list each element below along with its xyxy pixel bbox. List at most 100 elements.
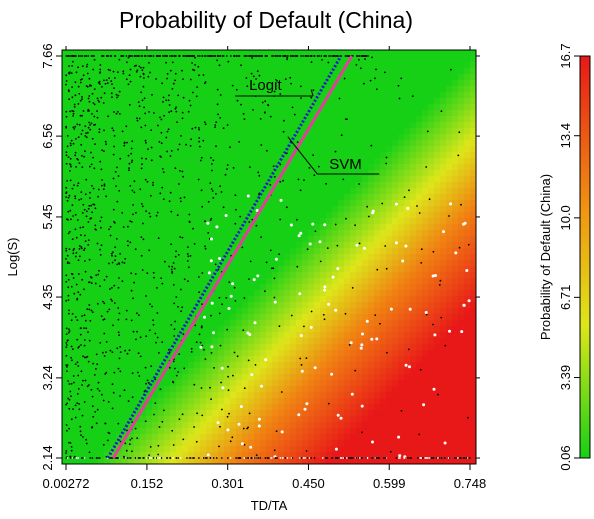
- heatmap-cell: [98, 188, 105, 195]
- heatmap-cell: [146, 302, 153, 309]
- heatmap-cell: [110, 224, 117, 231]
- heatmap-cell: [326, 404, 333, 411]
- heatmap-cell: [272, 290, 279, 297]
- heatmap-cell: [380, 74, 387, 81]
- heatmap-cell: [452, 158, 459, 165]
- heatmap-cell: [446, 218, 453, 225]
- heatmap-cell: [254, 314, 261, 321]
- heatmap-cell: [338, 182, 345, 189]
- heatmap-cell: [464, 224, 471, 231]
- heatmap-cell: [290, 212, 297, 219]
- heatmap-cell: [62, 266, 69, 273]
- heatmap-cell: [212, 380, 219, 387]
- heatmap-cell: [356, 116, 363, 123]
- heatmap-cell: [116, 164, 123, 171]
- data-point: [73, 103, 76, 106]
- heatmap-cell: [344, 374, 351, 381]
- heatmap-cell: [152, 458, 159, 464]
- heatmap-cell: [98, 422, 105, 429]
- heatmap-cell: [296, 254, 303, 261]
- heatmap-cell: [140, 284, 147, 291]
- heatmap-cell: [128, 278, 135, 285]
- heatmap-cell: [470, 68, 476, 75]
- heatmap-cell: [446, 134, 453, 141]
- heatmap-cell: [338, 392, 345, 399]
- heatmap-cell: [62, 332, 69, 339]
- heatmap-cell: [68, 92, 75, 99]
- heatmap-cell: [284, 428, 291, 435]
- heatmap-cell: [260, 446, 267, 453]
- heatmap-cell: [410, 206, 417, 213]
- heatmap-cell: [398, 128, 405, 135]
- heatmap-cell: [392, 146, 399, 153]
- heatmap-cell: [434, 398, 441, 405]
- heatmap-cell: [404, 356, 411, 363]
- heatmap-cell: [254, 98, 261, 105]
- heatmap-cell: [428, 254, 435, 261]
- heatmap-cell: [146, 236, 153, 243]
- heatmap-cell: [194, 452, 201, 459]
- heatmap-cell: [134, 452, 141, 459]
- heatmap-cell: [368, 290, 375, 297]
- heatmap-cell: [392, 212, 399, 219]
- heatmap-cell: [92, 194, 99, 201]
- heatmap-cell: [350, 218, 357, 225]
- heatmap-cell: [320, 212, 327, 219]
- heatmap-cell: [62, 116, 69, 123]
- heatmap-cell: [218, 314, 225, 321]
- heatmap-cell: [470, 242, 476, 249]
- heatmap-cell: [104, 350, 111, 357]
- heatmap-cell: [392, 56, 399, 63]
- heatmap-cell: [458, 242, 465, 249]
- heatmap-cell: [428, 152, 435, 159]
- heatmap-cell: [74, 338, 81, 345]
- heatmap-cell: [392, 386, 399, 393]
- heatmap-cell: [320, 182, 327, 189]
- heatmap-cell: [320, 386, 327, 393]
- heatmap-cell: [302, 170, 309, 177]
- heatmap-cell: [212, 308, 219, 315]
- heatmap-cell: [62, 278, 69, 285]
- heatmap-cell: [104, 296, 111, 303]
- heatmap-cell: [284, 326, 291, 333]
- heatmap-cell: [98, 428, 105, 435]
- data-point: [216, 88, 219, 91]
- heatmap-cell: [302, 206, 309, 213]
- heatmap-cell: [206, 182, 213, 189]
- heatmap-cell: [278, 284, 285, 291]
- heatmap-cell: [320, 230, 327, 237]
- heatmap-cell: [362, 452, 369, 459]
- heatmap-cell: [278, 92, 285, 99]
- heatmap-cell: [200, 260, 207, 267]
- heatmap-cell: [470, 296, 476, 303]
- heatmap-cell: [452, 50, 459, 57]
- heatmap-cell: [134, 422, 141, 429]
- heatmap-cell: [398, 404, 405, 411]
- heatmap-cell: [362, 74, 369, 81]
- heatmap-cell: [404, 254, 411, 261]
- heatmap-cell: [380, 80, 387, 87]
- heatmap-cell: [92, 272, 99, 279]
- heatmap-cell: [338, 458, 345, 464]
- heatmap-cell: [266, 362, 273, 369]
- heatmap-cell: [164, 218, 171, 225]
- heatmap-cell: [440, 374, 447, 381]
- heatmap-cell: [338, 380, 345, 387]
- heatmap-cell: [110, 242, 117, 249]
- heatmap-cell: [128, 362, 135, 369]
- heatmap-cell: [398, 386, 405, 393]
- heatmap-cell: [80, 116, 87, 123]
- heatmap-cell: [176, 314, 183, 321]
- heatmap-cell: [164, 260, 171, 267]
- heatmap-cell: [290, 158, 297, 165]
- heatmap-cell: [92, 356, 99, 363]
- heatmap-cell: [170, 218, 177, 225]
- heatmap-cell: [74, 206, 81, 213]
- heatmap-cell: [212, 134, 219, 141]
- heatmap-cell: [194, 188, 201, 195]
- heatmap-cell: [314, 410, 321, 417]
- heatmap-cell: [278, 326, 285, 333]
- heatmap-cell: [350, 152, 357, 159]
- heatmap-cell: [350, 452, 357, 459]
- data-point: [94, 282, 97, 285]
